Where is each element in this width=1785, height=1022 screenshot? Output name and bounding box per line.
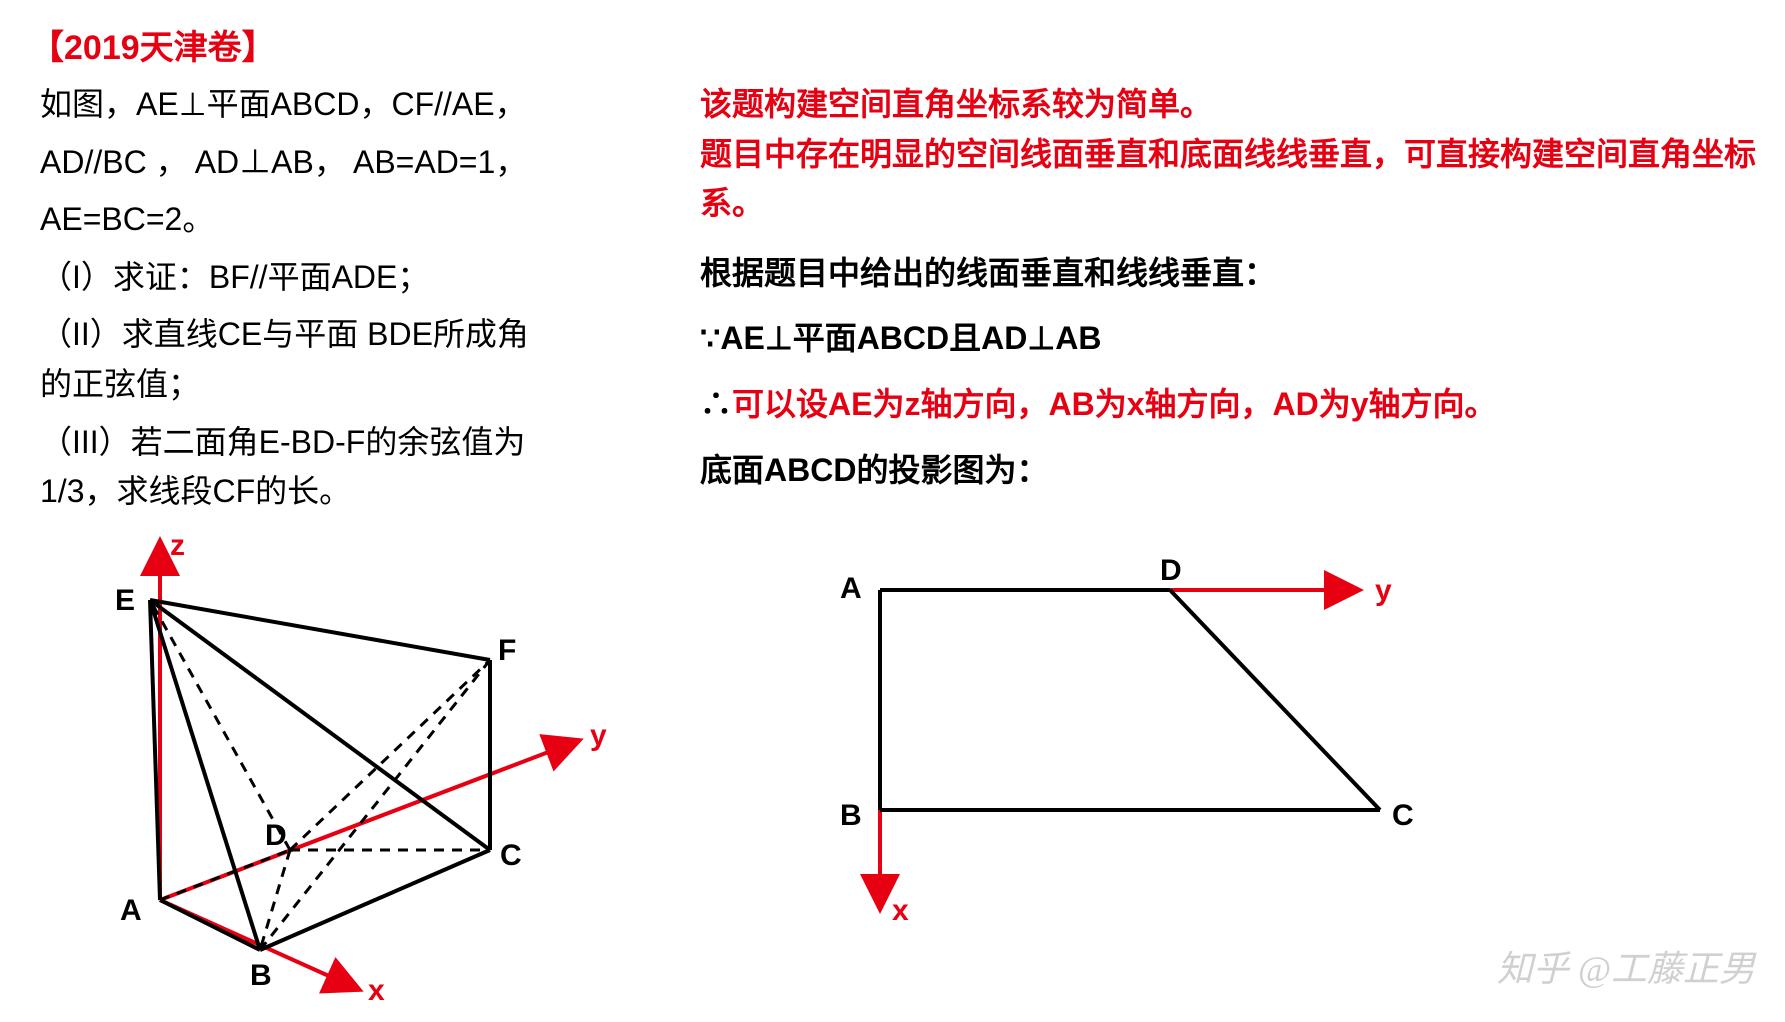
point-label-c: C (500, 839, 522, 872)
problem-line: （III）若二面角E-BD-F的余弦值为 (40, 418, 660, 468)
problem-line: （II）求直线CE与平面 BDE所成角 (40, 310, 660, 360)
solution-line: 根据题目中给出的线面垂直和线线垂直： (700, 249, 1760, 299)
point-label-b: B (250, 959, 272, 992)
figure-3d: z y x A B C D E F (100, 530, 700, 1010)
problem-line: 1/3，求线段CF的长。 (40, 467, 660, 517)
problem-line: AE=BC=2。 (40, 195, 660, 245)
solution-line: 底面ABCD的投影图为： (700, 446, 1760, 496)
solution-line: 题目中存在明显的空间线面垂直和底面线线垂直，可直接构建空间直角坐标系。 (700, 130, 1760, 229)
y-axis-label: y (590, 719, 607, 752)
point-label-b: B (840, 799, 862, 832)
figure-projection: y x A D B C (800, 550, 1500, 950)
axis-setup-text: 可以设AE为z轴方向，AB为x轴方向，AD为y轴方向。 (732, 386, 1497, 422)
therefore-symbol: ∴ (700, 386, 732, 422)
x-axis-label: x (368, 974, 385, 1007)
problem-line: 的正弦值； (40, 360, 660, 410)
z-axis-label: z (170, 530, 185, 562)
problem-column: 如图，AE⊥平面ABCD，CF//AE， AD//BC ， AD⊥AB， AB=… (40, 80, 660, 525)
problem-line: AD//BC ， AD⊥AB， AB=AD=1， (40, 138, 660, 188)
solution-line: 该题构建空间直角坐标系较为简单。 (700, 80, 1760, 130)
watermark: 知乎 @工藤正男 (1497, 940, 1755, 992)
point-label-c: C (1392, 799, 1414, 832)
problem-line: 如图，AE⊥平面ABCD，CF//AE， (40, 80, 660, 130)
point-label-d: D (1160, 554, 1182, 587)
solid-edges (150, 600, 490, 950)
solution-column: 该题构建空间直角坐标系较为简单。 题目中存在明显的空间线面垂直和底面线线垂直，可… (700, 80, 1760, 503)
solution-line: ∵AE⊥平面ABCD且AD⊥AB (700, 314, 1760, 364)
projection-edges (880, 590, 1380, 810)
exam-title: 【2019天津卷】 (30, 20, 276, 69)
point-label-a: A (120, 894, 142, 927)
point-label-f: F (498, 634, 516, 667)
y-axis-label: y (1375, 574, 1392, 607)
point-label-a: A (840, 572, 862, 605)
x-axis-label: x (892, 894, 909, 927)
point-label-d: D (265, 819, 287, 852)
point-label-e: E (115, 584, 135, 617)
problem-line: （I）求证：BF//平面ADE； (40, 253, 660, 303)
solution-line: ∴可以设AE为z轴方向，AB为x轴方向，AD为y轴方向。 (700, 380, 1760, 430)
